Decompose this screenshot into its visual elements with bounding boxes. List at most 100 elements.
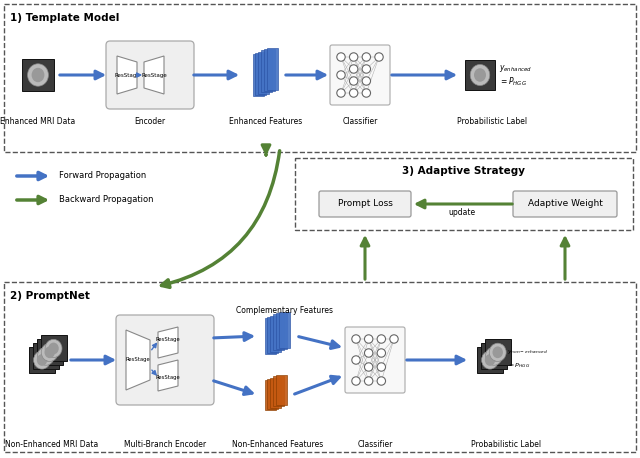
Circle shape bbox=[364, 363, 373, 371]
Bar bbox=[22, 59, 54, 91]
Ellipse shape bbox=[489, 343, 506, 361]
Circle shape bbox=[364, 377, 373, 385]
Text: $y_{enhanced}$: $y_{enhanced}$ bbox=[499, 62, 532, 73]
FancyBboxPatch shape bbox=[513, 191, 617, 217]
Circle shape bbox=[377, 377, 385, 385]
Ellipse shape bbox=[36, 354, 47, 366]
Text: Adaptive Weight: Adaptive Weight bbox=[527, 200, 602, 208]
Circle shape bbox=[377, 349, 385, 357]
Bar bbox=[36, 339, 63, 365]
FancyBboxPatch shape bbox=[345, 327, 405, 393]
Circle shape bbox=[352, 335, 360, 343]
Circle shape bbox=[349, 65, 358, 73]
Text: update: update bbox=[449, 208, 476, 217]
Bar bbox=[276, 375, 287, 405]
Bar bbox=[264, 49, 275, 91]
Bar bbox=[268, 379, 278, 409]
Ellipse shape bbox=[45, 346, 55, 358]
Bar bbox=[270, 316, 281, 352]
Bar bbox=[264, 380, 275, 410]
Circle shape bbox=[349, 53, 358, 61]
Ellipse shape bbox=[489, 350, 499, 362]
Circle shape bbox=[364, 349, 373, 357]
Text: Non-Enhanced Features: Non-Enhanced Features bbox=[232, 440, 324, 449]
Bar bbox=[33, 343, 59, 369]
Polygon shape bbox=[144, 56, 164, 94]
Text: Probabilistic Label: Probabilistic Label bbox=[471, 440, 541, 449]
Bar bbox=[273, 376, 284, 406]
Circle shape bbox=[377, 363, 385, 371]
Ellipse shape bbox=[41, 350, 51, 362]
Circle shape bbox=[362, 65, 371, 73]
Bar bbox=[261, 50, 272, 93]
Circle shape bbox=[349, 77, 358, 85]
Text: 2) PromptNet: 2) PromptNet bbox=[10, 291, 90, 301]
Text: Complementary Features: Complementary Features bbox=[236, 306, 333, 315]
FancyBboxPatch shape bbox=[116, 315, 214, 405]
Bar bbox=[270, 377, 281, 408]
Bar bbox=[268, 317, 278, 353]
Ellipse shape bbox=[41, 343, 58, 361]
Ellipse shape bbox=[37, 347, 54, 365]
Bar bbox=[465, 60, 495, 90]
Bar bbox=[266, 48, 278, 90]
Ellipse shape bbox=[485, 354, 495, 366]
Circle shape bbox=[362, 53, 371, 61]
Bar bbox=[484, 339, 511, 365]
Text: ResStage: ResStage bbox=[156, 338, 180, 343]
Circle shape bbox=[352, 377, 360, 385]
Circle shape bbox=[352, 356, 360, 364]
FancyBboxPatch shape bbox=[319, 191, 411, 217]
Bar bbox=[4, 4, 636, 152]
Text: 1) Template Model: 1) Template Model bbox=[10, 13, 120, 23]
Ellipse shape bbox=[33, 351, 51, 369]
Bar bbox=[477, 347, 503, 373]
Circle shape bbox=[337, 53, 345, 61]
Circle shape bbox=[362, 77, 371, 85]
Bar bbox=[258, 52, 269, 93]
Circle shape bbox=[390, 335, 398, 343]
Circle shape bbox=[375, 53, 383, 61]
Circle shape bbox=[364, 335, 373, 343]
Bar bbox=[4, 282, 636, 452]
Text: Backward Propagation: Backward Propagation bbox=[59, 196, 154, 205]
Text: $y_{non-enhanced}$: $y_{non-enhanced}$ bbox=[507, 348, 548, 356]
Text: Forward Propagation: Forward Propagation bbox=[59, 171, 147, 180]
Text: Multi-Branch Encoder: Multi-Branch Encoder bbox=[124, 440, 206, 449]
Ellipse shape bbox=[493, 346, 503, 358]
Bar bbox=[295, 158, 633, 230]
Polygon shape bbox=[126, 330, 150, 390]
Bar bbox=[255, 53, 266, 95]
Bar bbox=[276, 313, 287, 349]
FancyBboxPatch shape bbox=[106, 41, 194, 109]
Text: Classifier: Classifier bbox=[357, 440, 393, 449]
Circle shape bbox=[337, 71, 345, 79]
Circle shape bbox=[377, 335, 385, 343]
Text: ResStage: ResStage bbox=[156, 376, 180, 381]
Ellipse shape bbox=[470, 65, 490, 86]
Ellipse shape bbox=[31, 68, 44, 82]
Ellipse shape bbox=[28, 64, 49, 86]
Ellipse shape bbox=[474, 68, 486, 82]
Ellipse shape bbox=[485, 347, 502, 365]
Text: $= P_{HGG}$: $= P_{HGG}$ bbox=[507, 361, 531, 371]
Text: Probabilistic Label: Probabilistic Label bbox=[457, 117, 527, 126]
Bar bbox=[273, 314, 284, 350]
Bar bbox=[278, 312, 289, 348]
Text: Non-Enhanced MRI Data: Non-Enhanced MRI Data bbox=[5, 440, 99, 449]
Text: ResStage: ResStage bbox=[125, 358, 150, 362]
Polygon shape bbox=[117, 56, 137, 94]
Bar bbox=[481, 343, 507, 369]
Ellipse shape bbox=[45, 339, 62, 358]
Bar bbox=[253, 54, 264, 96]
FancyBboxPatch shape bbox=[330, 45, 390, 105]
Text: Enhanced Features: Enhanced Features bbox=[229, 117, 303, 126]
Text: ResStage: ResStage bbox=[141, 72, 167, 77]
Text: ResStage: ResStage bbox=[114, 72, 140, 77]
Ellipse shape bbox=[49, 343, 59, 354]
Text: Encoder: Encoder bbox=[134, 117, 166, 126]
Text: Prompt Loss: Prompt Loss bbox=[337, 200, 392, 208]
Text: Classifier: Classifier bbox=[342, 117, 378, 126]
Circle shape bbox=[362, 89, 371, 97]
Circle shape bbox=[349, 89, 358, 97]
